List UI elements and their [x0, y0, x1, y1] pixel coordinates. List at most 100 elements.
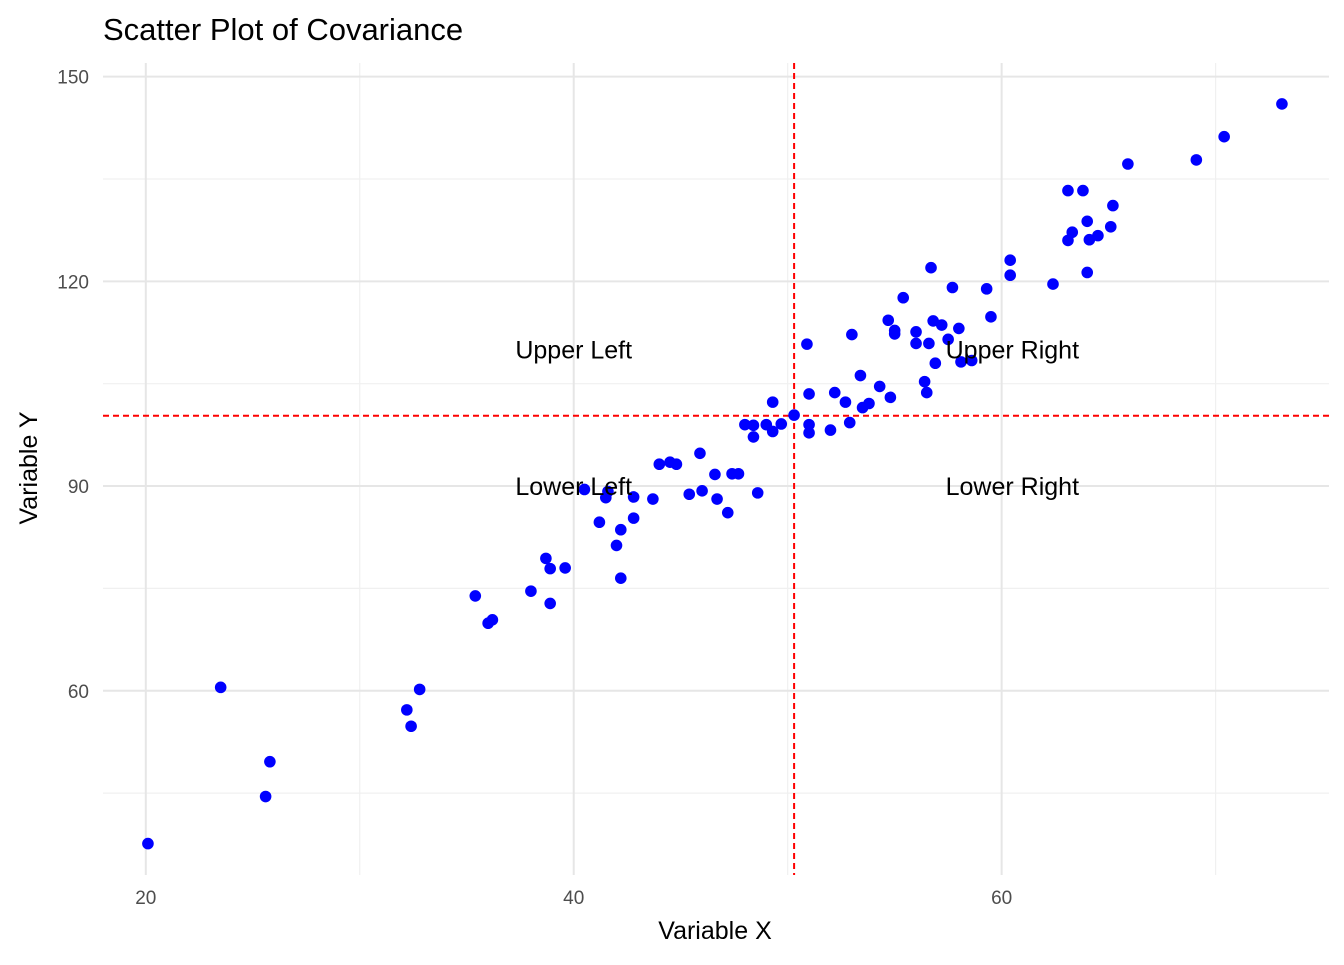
data-point: [614, 572, 627, 584]
data-point: [1218, 130, 1230, 143]
data-point: [1081, 266, 1094, 279]
data-point: [732, 467, 745, 480]
data-point: [854, 369, 867, 382]
data-point: [602, 485, 614, 498]
data-point: [766, 425, 779, 438]
data-point: [544, 597, 556, 610]
data-point: [910, 337, 922, 350]
data-point: [824, 424, 837, 436]
x-tick-label: 60: [991, 888, 1012, 909]
data-point: [747, 419, 760, 432]
data-point: [544, 562, 556, 575]
x-tick-label: 20: [135, 888, 156, 909]
data-point: [264, 755, 276, 768]
data-point: [405, 720, 417, 733]
data-point: [142, 837, 154, 850]
data-point: [929, 357, 942, 370]
data-point: [469, 590, 482, 602]
data-point: [843, 416, 856, 429]
x-tick-label: 40: [563, 888, 584, 909]
data-point: [627, 491, 640, 503]
data-point: [846, 328, 858, 341]
data-point: [839, 396, 852, 408]
data-point: [897, 291, 910, 304]
data-point: [1066, 226, 1079, 239]
data-point: [946, 281, 959, 294]
data-point: [610, 539, 623, 552]
x-axis-label: Variable X: [658, 917, 772, 945]
data-point: [965, 354, 978, 367]
data-point: [888, 324, 901, 337]
y-tick-label: 120: [57, 272, 89, 293]
axis-ticks: 20 40 60 60 90 120 150: [57, 68, 1012, 909]
data-point: [1004, 254, 1016, 266]
data-point: [985, 311, 997, 323]
y-tick-label: 60: [68, 682, 89, 703]
data-point: [214, 681, 227, 694]
data-point: [863, 397, 875, 410]
data-point: [882, 314, 895, 327]
data-point: [918, 375, 931, 388]
quadrant-annotations: Upper Left Upper Right Lower Left Lower Rig…: [515, 337, 1079, 501]
data-point: [540, 552, 552, 565]
data-point: [486, 614, 499, 626]
data-point: [578, 483, 591, 496]
data-point: [696, 485, 708, 497]
data-point: [788, 409, 800, 421]
data-point: [775, 418, 788, 430]
data-point: [709, 468, 721, 481]
data-point: [884, 391, 897, 404]
data-point: [670, 458, 683, 471]
data-point: [1104, 220, 1117, 233]
data-point: [873, 380, 886, 393]
reference-lines: [103, 63, 1329, 875]
data-point: [647, 493, 659, 505]
data-point: [766, 396, 779, 408]
grid-layer: [103, 63, 1329, 875]
data-point: [1190, 154, 1203, 166]
data-point: [910, 326, 922, 338]
data-point: [1081, 215, 1094, 228]
data-point: [653, 458, 666, 471]
data-point: [828, 386, 841, 399]
data-point: [559, 562, 571, 574]
data-point: [1004, 269, 1016, 282]
y-tick-label: 150: [57, 68, 89, 89]
data-point: [593, 516, 606, 529]
data-point: [801, 338, 813, 350]
data-point: [803, 418, 815, 431]
data-point: [683, 488, 696, 501]
data-point: [942, 333, 954, 346]
data-point: [803, 388, 815, 400]
data-point: [1107, 199, 1119, 212]
data-point: [627, 512, 640, 524]
data-point: [1077, 184, 1089, 197]
data-point: [980, 283, 993, 295]
quadrant-label: Lower Left: [515, 473, 632, 501]
data-point: [694, 447, 706, 460]
data-point: [747, 431, 760, 443]
data-point: [711, 493, 723, 505]
y-tick-label: 90: [68, 477, 89, 498]
quadrant-label: Upper Left: [515, 337, 632, 365]
data-point: [739, 418, 751, 431]
data-point: [953, 322, 965, 335]
quadrant-label: Lower Right: [946, 473, 1079, 501]
quadrant-label: Upper Right: [946, 337, 1079, 365]
data-point: [925, 261, 937, 274]
data-point: [923, 337, 935, 350]
data-point: [935, 319, 948, 331]
data-point: [1062, 184, 1074, 197]
data-point: [1122, 158, 1134, 170]
data-point: [614, 523, 627, 536]
data-point: [803, 427, 815, 439]
y-axis-label: Variable Y: [15, 411, 43, 524]
data-point: [525, 585, 537, 597]
chart-title: Scatter Plot of Covariance: [103, 12, 463, 47]
data-point: [920, 386, 933, 399]
data-point: [1276, 98, 1288, 110]
data-point: [259, 790, 272, 803]
data-point: [1047, 278, 1059, 290]
